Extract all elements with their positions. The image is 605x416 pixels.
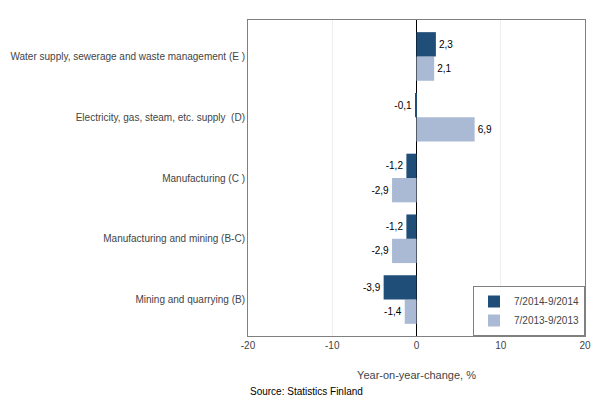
svg-text:10: 10 [495, 340, 507, 351]
svg-text:Manufacturing (C ): Manufacturing (C ) [162, 173, 245, 184]
svg-text:-1,2: -1,2 [386, 160, 404, 171]
svg-text:Source: Statistics Finland: Source: Statistics Finland [250, 386, 363, 397]
svg-text:6,9: 6,9 [478, 124, 492, 135]
svg-text:2,1: 2,1 [437, 63, 451, 74]
svg-text:-3,9: -3,9 [363, 282, 381, 293]
svg-text:7/2014-9/2014: 7/2014-9/2014 [514, 296, 579, 307]
svg-text:-1,2: -1,2 [386, 221, 404, 232]
svg-text:-2,9: -2,9 [371, 185, 389, 196]
svg-text:-1,4: -1,4 [384, 306, 402, 317]
svg-text:Manufacturing and mining (B-C): Manufacturing and mining (B-C) [103, 233, 245, 244]
svg-text:Year-on-year-change, %: Year-on-year-change, % [357, 369, 476, 381]
svg-text:2,3: 2,3 [439, 39, 453, 50]
svg-text:-10: -10 [325, 340, 340, 351]
svg-text:Water supply, sewerage and was: Water supply, sewerage and waste managem… [10, 51, 245, 62]
svg-text:-0,1: -0,1 [394, 100, 412, 111]
svg-text:0: 0 [414, 340, 420, 351]
svg-text:Electricity, gas, steam, etc.: Electricity, gas, steam, etc. supply (D) [76, 112, 245, 123]
svg-text:-2,9: -2,9 [371, 245, 389, 256]
svg-text:-20: -20 [241, 340, 256, 351]
svg-text:7/2013-9/2013: 7/2013-9/2013 [514, 315, 579, 326]
svg-text:20: 20 [579, 340, 591, 351]
svg-text:Mining and quarrying (B): Mining and quarrying (B) [136, 294, 246, 305]
